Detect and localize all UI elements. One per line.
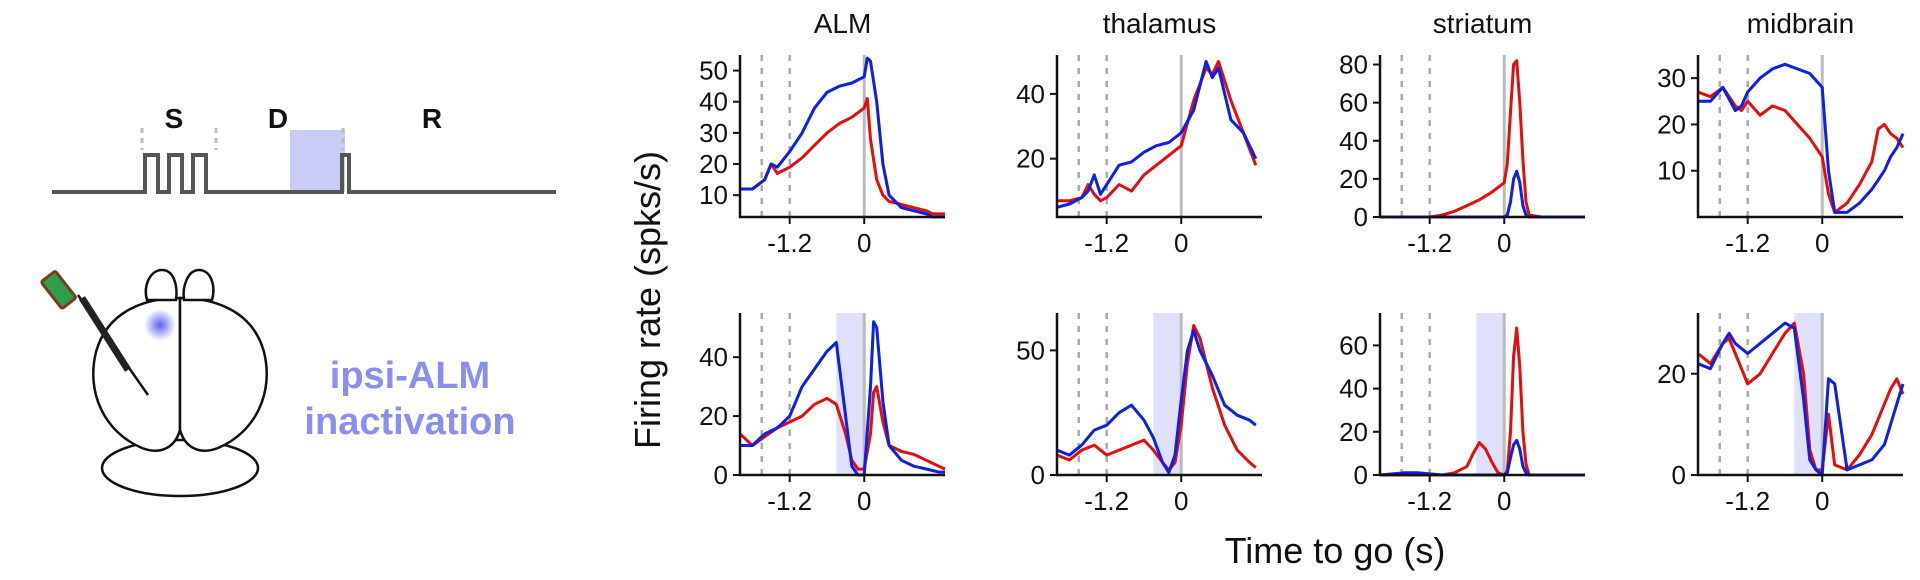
panel-6: 0 50 -1.2 0 — [1016, 313, 1262, 516]
x-tick-label: -1.2 — [1407, 486, 1452, 516]
axes-frame — [1378, 55, 1585, 219]
x-tick-label: 0 — [1174, 486, 1188, 516]
x-tick-label: -1.2 — [1084, 228, 1129, 258]
series-line-2 — [740, 56, 945, 219]
y-tick-label: 20 — [1657, 109, 1686, 139]
y-tick-label: 30 — [1657, 63, 1686, 93]
panel-title: thalamus — [1103, 8, 1217, 39]
y-tick-label: 0 — [1672, 460, 1686, 490]
axes-frame — [738, 55, 945, 219]
series-line-1 — [1057, 60, 1258, 203]
x-tick-label: 0 — [857, 228, 871, 258]
inactivation-label-line2: inactivation — [304, 401, 515, 443]
panel-7: 0 20 40 60 -1.2 0 — [1339, 313, 1585, 516]
series-line-1 — [738, 385, 946, 471]
recording-probe — [40, 270, 150, 396]
x-axis-label: Time to go (s) — [1225, 530, 1446, 571]
panel-title: midbrain — [1747, 8, 1854, 39]
y-tick-label: 80 — [1339, 50, 1368, 80]
y-tick-label: 40 — [1339, 374, 1368, 404]
delay-light-shade — [290, 130, 345, 192]
y-tick-label: 0 — [1354, 460, 1368, 490]
brain-diagram — [92, 268, 268, 498]
panel-title: striatum — [1433, 8, 1533, 39]
x-tick-label: -1.2 — [1084, 486, 1129, 516]
series-error-band-1 — [740, 97, 945, 216]
series-error-band-1 — [1697, 85, 1905, 214]
series-error-band-2 — [740, 56, 945, 219]
x-tick-label: 0 — [1497, 228, 1511, 258]
series-line-1 — [740, 97, 945, 216]
x-tick-label: 0 — [1815, 228, 1829, 258]
y-tick-label: 40 — [1339, 126, 1368, 156]
y-tick-label: 50 — [699, 56, 728, 86]
series-line-2 — [1056, 328, 1257, 474]
series-error-band-1 — [1380, 59, 1585, 219]
panel-5: 0 20 40 -1.2 0 — [699, 313, 946, 516]
series-line-1 — [1380, 59, 1585, 219]
right-olfactory-bulb — [182, 268, 215, 302]
y-tick-label: 50 — [1016, 335, 1045, 365]
inactivation-shade — [1476, 313, 1505, 475]
series-line-2 — [1697, 321, 1905, 477]
inactivation-label-line1: ipsi-ALM — [330, 355, 490, 397]
y-tick-label: 0 — [714, 460, 728, 490]
laser-spot — [144, 309, 176, 341]
x-tick-label: -1.2 — [767, 228, 812, 258]
x-tick-label: -1.2 — [767, 486, 812, 516]
series-line-2 — [1698, 62, 1905, 214]
y-tick-label: 10 — [699, 180, 728, 210]
y-tick-label: 60 — [1339, 330, 1368, 360]
y-tick-label: 0 — [1354, 202, 1368, 232]
epoch-label-sample: S — [165, 103, 184, 134]
panel-2: 20 40 -1.2 0 thalamus — [1016, 8, 1262, 258]
series-error-band-2 — [1380, 169, 1585, 219]
x-tick-label: -1.2 — [1725, 228, 1770, 258]
epoch-label-response: R — [422, 103, 442, 134]
panel-title: ALM — [814, 8, 872, 39]
y-tick-label: 20 — [699, 401, 728, 431]
y-tick-label: 20 — [699, 149, 728, 179]
panel-3: 0 20 40 60 80 -1.2 0 striatum — [1339, 8, 1585, 258]
series-line-1 — [1697, 85, 1905, 214]
x-tick-label: -1.2 — [1407, 228, 1452, 258]
y-tick-label: 20 — [1339, 417, 1368, 447]
x-tick-label: 0 — [1174, 228, 1188, 258]
y-tick-label: 30 — [699, 118, 728, 148]
y-tick-label: 0 — [1031, 460, 1045, 490]
x-tick-label: 0 — [1815, 486, 1829, 516]
panel-4: 10 20 30 -1.2 0 midbrain — [1657, 8, 1905, 258]
axes-frame — [1055, 55, 1262, 219]
right-hemisphere — [178, 296, 268, 452]
left-olfactory-bulb — [144, 268, 178, 302]
panel-8: 0 20 -1.2 0 — [1657, 313, 1905, 516]
x-tick-label: 0 — [857, 486, 871, 516]
y-tick-label: 40 — [699, 342, 728, 372]
task-timeline: S D R — [52, 103, 556, 194]
y-tick-label: 10 — [1657, 156, 1686, 186]
x-tick-label: -1.2 — [1725, 486, 1770, 516]
x-tick-label: 0 — [1497, 486, 1511, 516]
epoch-label-delay: D — [268, 103, 288, 134]
y-axis-label: Firing rate (spks/s) — [627, 151, 668, 449]
task-trace — [52, 153, 556, 194]
y-tick-label: 40 — [1016, 79, 1045, 109]
y-tick-label: 20 — [1339, 164, 1368, 194]
axes-frame — [1696, 55, 1903, 219]
series-line-2 — [1056, 60, 1258, 209]
series-line-2 — [1380, 169, 1585, 219]
y-tick-label: 40 — [699, 87, 728, 117]
y-tick-label: 20 — [1016, 144, 1045, 174]
y-tick-label: 20 — [1657, 359, 1686, 389]
y-tick-label: 60 — [1339, 88, 1368, 118]
cerebellum — [100, 438, 260, 498]
